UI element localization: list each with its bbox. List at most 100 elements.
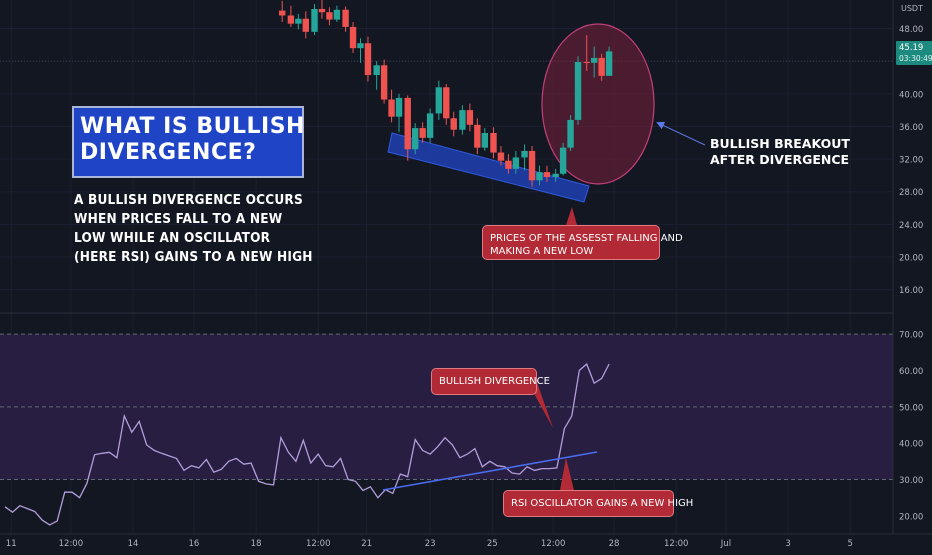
rsi-callout-tail (560, 458, 574, 490)
price-callout-line-2: MAKING A NEW LOW (490, 246, 594, 257)
candle-body-17 (411, 128, 419, 150)
rsi-tick-label-1: 30.00 (899, 476, 923, 486)
price-tick-label-1: 20.00 (899, 253, 923, 263)
candle-body-29 (505, 160, 512, 169)
candle-body-35 (552, 173, 559, 178)
description-text: A BULLISH DIVERGENCE OCCURS WHEN PRICES … (74, 191, 314, 267)
candle-body-0 (278, 10, 286, 16)
candle-body-32 (528, 150, 536, 181)
candle-body-2 (295, 18, 302, 24)
time-tick-label-14: 5 (848, 539, 853, 549)
time-tick-label-0: 11 (6, 539, 17, 549)
candle-body-18 (419, 128, 426, 138)
title-line-1: WHAT IS BULLISH (80, 114, 305, 139)
price-callout-tail (566, 207, 577, 225)
breakout-line-2: AFTER DIVERGENCE (710, 152, 850, 167)
time-tick-label-13: 3 (785, 539, 790, 549)
price-tick-label-0: 16.00 (899, 286, 923, 296)
candle-body-21 (443, 87, 450, 119)
candle-body-19 (426, 113, 434, 138)
rsi-layer (4, 362, 610, 526)
candles-layer (278, 0, 613, 187)
candle-body-42 (605, 51, 613, 76)
rsi-tick-label-2: 40.00 (899, 440, 923, 450)
description-line-1: A BULLISH DIVERGENCE OCCURS (74, 192, 303, 208)
candle-body-10 (357, 43, 364, 49)
candle-body-1 (287, 15, 295, 24)
breakout-arrow (656, 121, 706, 146)
support-channel (387, 132, 590, 203)
candle-body-3 (302, 18, 310, 32)
candle-body-36 (559, 147, 567, 174)
time-tick-label-1: 12:00 (59, 539, 84, 549)
candle-body-30 (512, 157, 520, 169)
breakout-line-1: BULLISH BREAKOUT (710, 136, 850, 151)
candle-body-16 (404, 97, 411, 150)
candle-body-39 (583, 62, 590, 63)
candle-body-22 (450, 118, 457, 130)
candle-body-7 (333, 9, 341, 20)
candle-body-8 (342, 9, 349, 27)
divergence-callout: BULLISH DIVERGENCE (431, 368, 550, 395)
price-low-callout: PRICES OF THE ASSESST FALLING AND MAKING… (482, 225, 683, 260)
candle-body-6 (326, 12, 333, 20)
time-tick-label-6: 21 (361, 539, 372, 549)
candle-body-27 (490, 132, 497, 153)
current-price-badge (896, 41, 932, 65)
time-tick-label-4: 18 (251, 539, 262, 549)
candle-body-11 (364, 43, 372, 76)
rsi-tick-label-3: 50.00 (899, 403, 923, 413)
description-line-3: LOW WHILE AN OSCILLATOR (74, 230, 271, 246)
rsi-tick-label-5: 70.00 (899, 331, 923, 341)
current-price-label: 45.19 (899, 43, 923, 53)
candle-body-31 (521, 150, 528, 158)
candle-body-5 (318, 8, 326, 13)
candle-body-24 (466, 110, 474, 125)
title-line-2: DIVERGENCE? (80, 140, 257, 165)
candle-body-14 (388, 99, 395, 117)
candle-body-28 (497, 152, 505, 161)
candle-body-13 (380, 65, 388, 100)
candle-body-9 (349, 26, 357, 49)
candle-body-37 (567, 119, 574, 148)
countdown-label: 03:30:49 (899, 54, 932, 63)
time-tick-label-5: 12:00 (306, 539, 331, 549)
price-tick-label-5: 36.00 (899, 123, 923, 133)
candle-body-38 (574, 62, 582, 120)
candle-body-23 (459, 110, 466, 130)
description-line-2: WHEN PRICES FALL TO A NEW (74, 211, 283, 227)
candle-body-34 (543, 172, 551, 178)
candle-body-12 (373, 65, 380, 76)
candle-body-33 (536, 172, 543, 181)
candle-body-4 (311, 8, 318, 32)
time-tick-label-11: 12:00 (664, 539, 689, 549)
time-tick-label-10: 28 (609, 539, 620, 549)
rsi-band-layer (0, 333, 893, 480)
time-tick-label-7: 23 (425, 539, 436, 549)
highlight-circle (541, 23, 655, 185)
divergence-callout-text: BULLISH DIVERGENCE (439, 376, 550, 387)
candle-body-40 (590, 57, 598, 63)
price-callout-line-1: PRICES OF THE ASSESST FALLING AND (490, 233, 683, 244)
rsi-trendline (382, 451, 598, 491)
candle-body-25 (474, 124, 481, 148)
candle-body-26 (481, 132, 488, 148)
currency-label: USDT (901, 4, 923, 13)
price-tick-label-2: 24.00 (899, 221, 923, 231)
rsi-line (4, 362, 610, 526)
price-tick-label-3: 28.00 (899, 188, 923, 198)
time-tick-label-8: 25 (487, 539, 498, 549)
candle-body-41 (598, 57, 605, 76)
title-box: WHAT IS BULLISH DIVERGENCE? (72, 106, 304, 178)
price-tick-label-8: 48.00 (899, 25, 923, 35)
time-tick-label-3: 16 (189, 539, 200, 549)
rsi-callout: RSI OSCILLATOR GAINS A NEW HIGH (503, 490, 693, 517)
description-line-4: (HERE RSI) GAINS TO A NEW HIGH (74, 249, 313, 265)
candle-body-20 (435, 87, 443, 114)
rsi-tick-label-0: 20.00 (899, 512, 923, 522)
candle-body-15 (395, 97, 403, 117)
breakout-label: BULLISH BREAKOUT AFTER DIVERGENCE (710, 136, 850, 168)
